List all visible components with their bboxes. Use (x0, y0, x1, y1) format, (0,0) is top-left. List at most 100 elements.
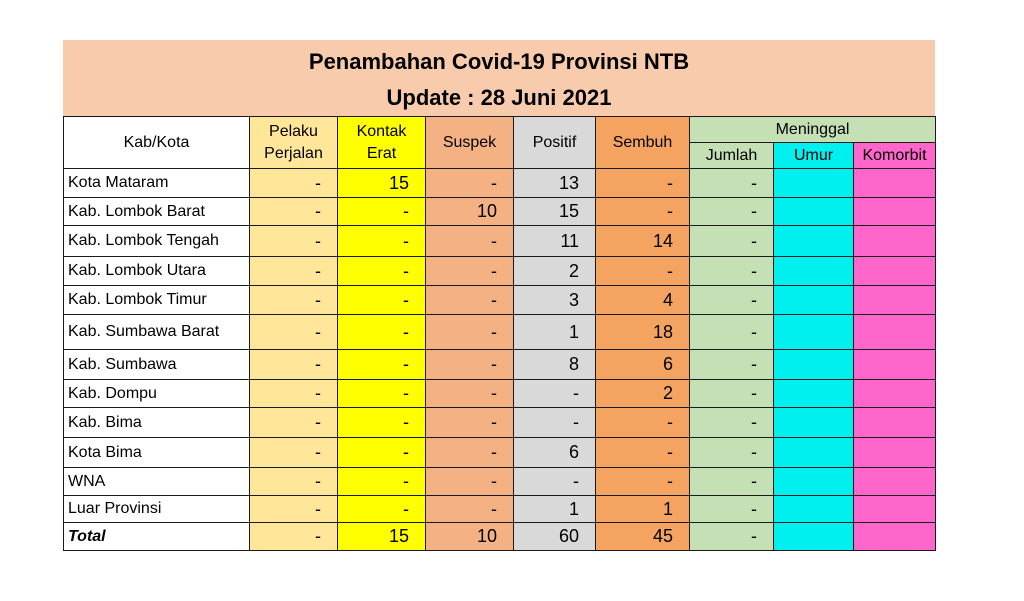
header-kontak-erat: Kontak Erat (337, 116, 426, 169)
cell-meninggal-umur (773, 285, 854, 315)
total-row: Total -15 10 60 45- (63, 522, 937, 551)
cell-sembuh: 1 (595, 495, 690, 523)
cell-pelaku: - (249, 437, 338, 468)
cell-kontak: 15 (337, 168, 426, 198)
cell-positif: - (513, 379, 596, 408)
cell-kontak: 15 (337, 522, 426, 551)
cell-suspek: - (425, 168, 514, 198)
table-row: Luar Provinsi - - -1 1- (63, 495, 937, 523)
cell-meninggal-jumlah: - (689, 522, 774, 551)
cell-kab-kota: Kab. Sumbawa (63, 349, 250, 380)
cell-meninggal-jumlah: - (689, 256, 774, 286)
cell-suspek: - (425, 379, 514, 408)
header-kab-kota: Kab/Kota (63, 116, 250, 169)
cell-positif: 2 (513, 256, 596, 286)
cell-sembuh: - (595, 256, 690, 286)
cell-kab-kota: Kab. Sumbawa Barat (63, 314, 250, 350)
table-row: Kab. Lombok Tengah - - -11 14- (63, 225, 937, 257)
cell-suspek: - (425, 349, 514, 380)
cell-meninggal-jumlah: - (689, 197, 774, 226)
cell-positif: 13 (513, 168, 596, 198)
cell-meninggal-umur (773, 467, 854, 496)
cell-pelaku: - (249, 285, 338, 315)
cell-meninggal-umur (773, 407, 854, 438)
table-row: Kab. Lombok Timur - - -3 4- (63, 285, 937, 315)
table-row: Kab. Lombok Utara - - -2- - (63, 256, 937, 286)
cell-pelaku: - (249, 314, 338, 350)
cell-suspek: - (425, 495, 514, 523)
cell-positif: 1 (513, 495, 596, 523)
cell-positif: 3 (513, 285, 596, 315)
cell-meninggal-komorbit (852, 168, 937, 198)
cell-kab-kota: Kab. Lombok Timur (63, 285, 250, 315)
cell-pelaku: - (249, 467, 338, 496)
header-kontak-line2: Erat (366, 144, 397, 162)
report-title: Penambahan Covid-19 Provinsi NTB (308, 49, 690, 74)
cell-meninggal-komorbit (852, 314, 937, 350)
cell-kontak: - (337, 407, 426, 438)
cell-sembuh: - (595, 197, 690, 226)
cell-kab-kota: Kab. Lombok Tengah (63, 225, 250, 257)
cell-pelaku: - (249, 522, 338, 551)
cell-kab-kota: Kab. Lombok Barat (63, 197, 250, 226)
cell-meninggal-jumlah: - (689, 349, 774, 380)
cell-kab-kota: Kab. Dompu (63, 379, 250, 408)
cell-kab-kota: Kota Mataram (63, 168, 250, 198)
cell-pelaku: - (249, 407, 338, 438)
covid-report-sheet: Penambahan Covid-19 Provinsi NTB Update … (63, 40, 937, 551)
cell-kab-kota: Luar Provinsi (63, 495, 250, 523)
cell-suspek: - (425, 225, 514, 257)
cell-positif: 11 (513, 225, 596, 257)
cell-pelaku: - (249, 197, 338, 226)
cell-sembuh: 18 (595, 314, 690, 350)
cell-kontak: - (337, 437, 426, 468)
cell-meninggal-jumlah: - (689, 285, 774, 315)
cell-pelaku: - (249, 168, 338, 198)
header-kontak-line1: Kontak (356, 122, 407, 140)
cell-kontak: - (337, 349, 426, 380)
cell-sembuh: 4 (595, 285, 690, 315)
cell-meninggal-umur (773, 379, 854, 408)
table-row: WNA - - - - - - (63, 467, 937, 496)
cell-pelaku: - (249, 256, 338, 286)
cell-kontak: - (337, 467, 426, 496)
header-meninggal: Meninggal (688, 116, 937, 143)
header-pelaku-perjalanan: Pelaku Perjalan (249, 116, 338, 169)
cell-pelaku: - (249, 349, 338, 380)
cell-meninggal-komorbit (852, 407, 937, 438)
table-row: Kota Bima - - -6- - (63, 437, 937, 468)
header-jumlah: Jumlah (689, 142, 774, 169)
cell-positif: 8 (513, 349, 596, 380)
cell-meninggal-umur (773, 495, 854, 523)
cell-meninggal-komorbit (852, 495, 937, 523)
cell-kontak: - (337, 256, 426, 286)
total-label: Total (63, 522, 250, 551)
cell-positif: 15 (513, 197, 596, 226)
table-row: Kab. Sumbawa - - -8 6- (63, 349, 937, 380)
cell-suspek: - (425, 467, 514, 496)
cell-meninggal-umur (773, 349, 854, 380)
cell-kontak: - (337, 495, 426, 523)
header-sembuh: Sembuh (595, 116, 690, 169)
cell-pelaku: - (249, 495, 338, 523)
cell-meninggal-komorbit (852, 522, 937, 551)
cell-positif: 6 (513, 437, 596, 468)
cell-positif: - (513, 407, 596, 438)
cell-meninggal-komorbit (852, 197, 937, 226)
covid-table: Kab/Kota Pelaku Perjalan Kontak Erat Sus… (63, 116, 937, 551)
cell-meninggal-umur (773, 314, 854, 350)
table-row: Kab. Sumbawa Barat - - -1 18- (63, 314, 937, 350)
cell-positif: - (513, 467, 596, 496)
cell-suspek: - (425, 256, 514, 286)
header-pelaku-line2: Perjalan (264, 144, 323, 162)
cell-meninggal-komorbit (852, 467, 937, 496)
header-positif: Positif (513, 116, 596, 169)
title-block: Penambahan Covid-19 Provinsi NTB Update … (63, 40, 935, 116)
cell-meninggal-umur (773, 437, 854, 468)
cell-suspek: - (425, 314, 514, 350)
cell-meninggal-umur (773, 522, 854, 551)
cell-sembuh: 45 (595, 522, 690, 551)
cell-positif: 1 (513, 314, 596, 350)
cell-meninggal-umur (773, 256, 854, 286)
cell-meninggal-jumlah: - (689, 168, 774, 198)
